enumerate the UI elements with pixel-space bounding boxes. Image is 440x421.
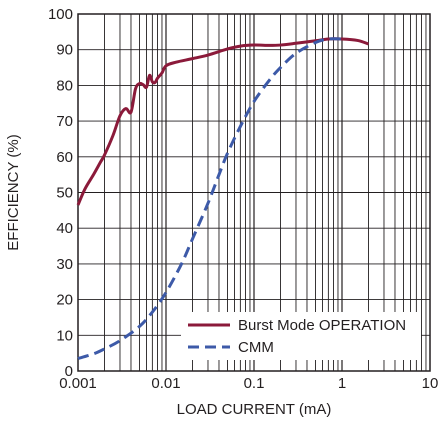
- y-tick-label: 60: [56, 149, 73, 166]
- y-tick-label: 10: [56, 327, 73, 344]
- x-tick-label: 0.01: [151, 375, 180, 392]
- y-tick-label: 30: [56, 256, 73, 273]
- series-line-burst-mode: [76, 37, 369, 206]
- series-line-cmm: [77, 37, 343, 360]
- x-tick-label: 10: [422, 375, 439, 392]
- y-tick-label: 80: [56, 77, 73, 94]
- x-tick-label: 0.001: [59, 375, 97, 392]
- x-tick-label: 0.1: [244, 375, 265, 392]
- x-axis-title: LOAD CURRENT (mA): [177, 401, 332, 418]
- legend: Burst Mode OPERATION CMM: [181, 312, 421, 360]
- y-tick-label: 50: [56, 185, 73, 202]
- y-axis-title: EFFICIENCY (%): [5, 134, 22, 250]
- grid: [78, 14, 430, 371]
- plot-frame: [77, 13, 431, 372]
- y-tick-label: 20: [56, 292, 73, 309]
- y-tick-label: 90: [56, 42, 73, 59]
- legend-label-burst-mode: Burst Mode OPERATION: [238, 317, 406, 334]
- y-tick-label: 100: [48, 6, 73, 23]
- series-layer: [76, 37, 369, 360]
- legend-background: [181, 312, 421, 360]
- y-tick-label: 70: [56, 113, 73, 130]
- y-tick-label: 40: [56, 220, 73, 237]
- y-tick-label: 0: [65, 363, 73, 380]
- legend-label-cmm: CMM: [238, 339, 274, 356]
- x-tick-label: 1: [338, 375, 346, 392]
